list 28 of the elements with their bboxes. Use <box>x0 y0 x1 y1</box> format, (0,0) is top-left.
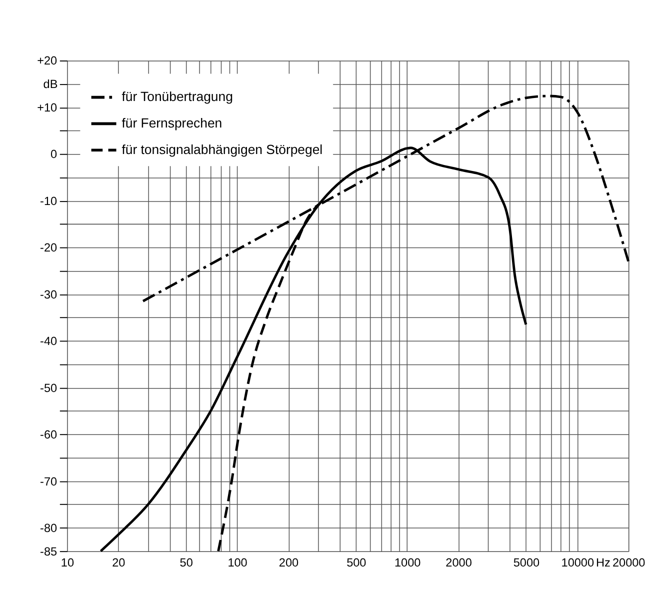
y-tick-label: -85 <box>40 545 58 558</box>
x-tick-label: 20000 <box>612 556 646 570</box>
y-axis-title: dB <box>43 78 58 92</box>
x-tick-label: 5000 <box>513 556 540 570</box>
y-tick-label: 0 <box>50 148 58 162</box>
y-tick-label: -60 <box>40 428 58 442</box>
y-tick-label: -30 <box>40 288 58 302</box>
x-tick-label: 20 <box>112 556 126 570</box>
y-tick-label: -20 <box>40 242 58 255</box>
y-tick-label: -10 <box>40 194 58 208</box>
y-tick-label: -70 <box>40 475 58 488</box>
y-tick-label: -80 <box>40 522 58 535</box>
y-tick-label: -50 <box>40 382 58 395</box>
y-tick-label: +10 <box>37 101 58 114</box>
x-tick-label: 100 <box>228 556 248 570</box>
y-tick-label: +20 <box>37 54 58 68</box>
x-axis-title: Hz <box>596 556 611 570</box>
legend-label: für Tonübertragung <box>122 89 233 104</box>
legend-label: für Fernsprechen <box>122 115 222 130</box>
legend-label: für tonsignalabhängigen Störpegel <box>122 142 323 157</box>
x-tick-label: 500 <box>346 556 367 570</box>
y-tick-label: -40 <box>40 335 58 348</box>
x-tick-label: 2000 <box>446 556 472 570</box>
x-tick-label: 10000 <box>561 556 594 570</box>
x-tick-label: 50 <box>180 556 194 570</box>
x-tick-label: 10 <box>60 556 74 570</box>
x-tick-label: 1000 <box>394 556 422 570</box>
x-tick-label: 200 <box>278 556 299 570</box>
